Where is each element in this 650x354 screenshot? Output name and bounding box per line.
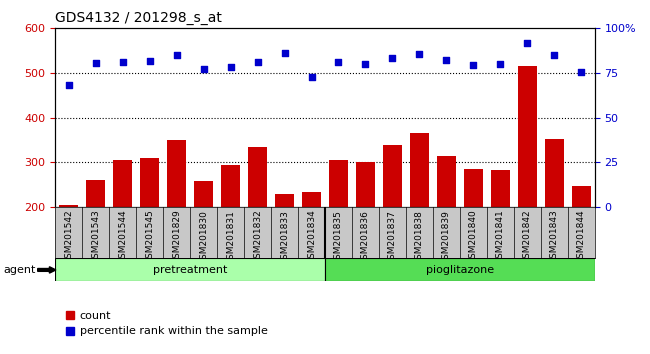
Text: GSM201831: GSM201831 [226, 210, 235, 264]
Text: agent: agent [3, 265, 36, 275]
Point [387, 55, 398, 61]
Text: GSM201838: GSM201838 [415, 210, 424, 264]
Bar [329, 160, 348, 297]
Bar [325, 258, 595, 281]
Point [172, 52, 182, 58]
Text: GSM201841: GSM201841 [496, 210, 505, 264]
Point [118, 59, 128, 65]
Text: GSM201844: GSM201844 [577, 210, 586, 264]
Point [414, 51, 424, 57]
Text: GSM201842: GSM201842 [523, 210, 532, 264]
Point [468, 62, 478, 68]
Text: GSM201833: GSM201833 [280, 210, 289, 264]
Bar [55, 258, 325, 281]
Text: GSM201544: GSM201544 [118, 210, 127, 264]
Point [252, 59, 263, 65]
Text: GSM201829: GSM201829 [172, 210, 181, 264]
Point [549, 52, 560, 58]
Bar [140, 158, 159, 297]
Text: GSM201834: GSM201834 [307, 210, 316, 264]
Point [90, 60, 101, 66]
Text: pioglitazone: pioglitazone [426, 265, 494, 275]
Bar [572, 185, 591, 297]
Bar [545, 139, 564, 297]
Bar [302, 192, 321, 297]
Text: pretreatment: pretreatment [153, 265, 228, 275]
Bar [518, 66, 537, 297]
Bar [464, 169, 483, 297]
Bar [275, 194, 294, 297]
Bar [113, 160, 132, 297]
Point [226, 64, 236, 70]
Point [306, 74, 317, 79]
Text: GDS4132 / 201298_s_at: GDS4132 / 201298_s_at [55, 11, 222, 25]
Bar [491, 170, 510, 297]
Text: GSM201837: GSM201837 [388, 210, 397, 264]
Point [198, 66, 209, 72]
Point [280, 50, 290, 56]
Bar [383, 144, 402, 297]
Point [441, 58, 452, 63]
Bar [86, 180, 105, 297]
Text: GSM201543: GSM201543 [91, 210, 100, 264]
Text: GSM201840: GSM201840 [469, 210, 478, 264]
Text: GSM201839: GSM201839 [442, 210, 451, 264]
Point [576, 69, 586, 74]
Point [64, 82, 74, 88]
Point [333, 59, 344, 65]
Text: GSM201836: GSM201836 [361, 210, 370, 264]
Bar [248, 147, 267, 297]
Text: GSM201830: GSM201830 [199, 210, 208, 264]
Text: GSM201835: GSM201835 [334, 210, 343, 264]
Point [495, 61, 506, 67]
Bar [356, 162, 375, 297]
Text: GSM201542: GSM201542 [64, 210, 73, 264]
Bar [437, 156, 456, 297]
Legend: count, percentile rank within the sample: count, percentile rank within the sample [61, 307, 272, 341]
Bar [410, 133, 429, 297]
Point [522, 40, 532, 45]
Point [144, 58, 155, 64]
Bar [221, 165, 240, 297]
Bar [194, 181, 213, 297]
Text: GSM201832: GSM201832 [253, 210, 262, 264]
Point [360, 61, 370, 67]
Text: GSM201843: GSM201843 [550, 210, 559, 264]
Bar [59, 205, 78, 297]
Text: GSM201545: GSM201545 [145, 210, 154, 264]
Bar [167, 140, 186, 297]
